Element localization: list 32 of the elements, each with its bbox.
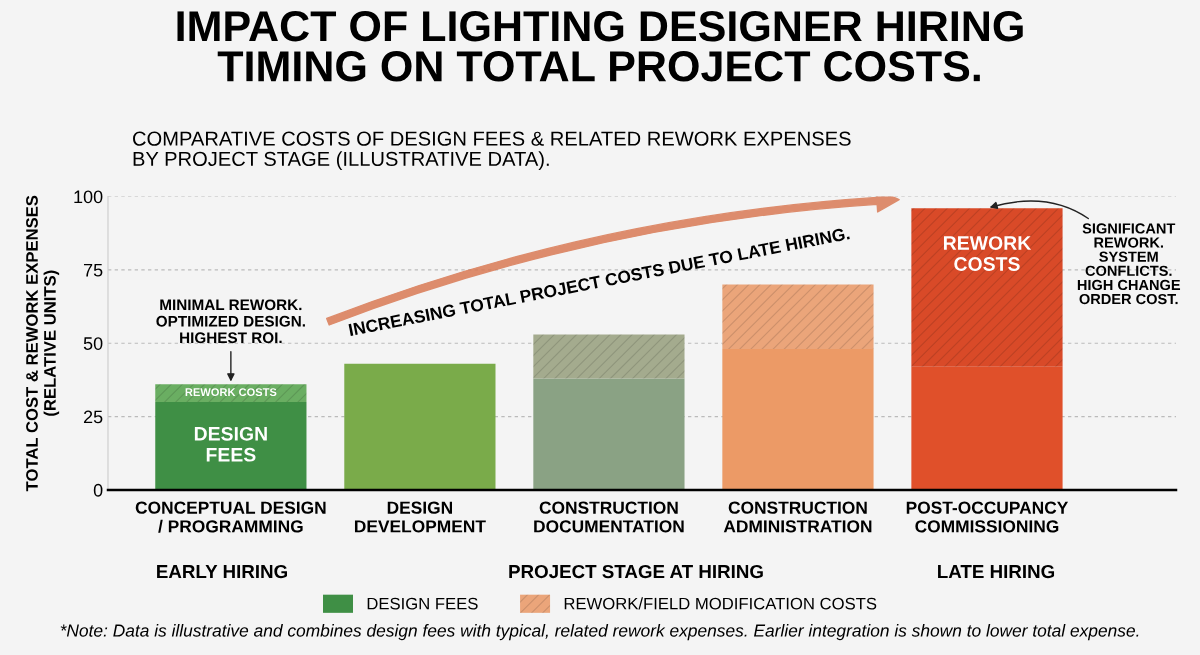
bar xyxy=(911,208,1063,367)
bar xyxy=(722,284,874,350)
x-tick-label: CONCEPTUAL DESIGN / PROGRAMMING xyxy=(135,501,326,533)
y-tick-label: 75 xyxy=(83,263,103,277)
annotation: MINIMAL REWORK. OPTIMIZED DESIGN. HIGHEST ROI. xyxy=(156,299,305,344)
x-tick-label: DESIGN DEVELOPMENT xyxy=(354,501,486,533)
y-tick-label: 25 xyxy=(83,410,103,424)
bar xyxy=(533,378,685,490)
text: EARLY HIRING xyxy=(157,564,288,579)
chart-subtitle: COMPARATIVE COSTS OF DESIGN FEES & RELATED REWORK EXPENSES BY PROJECT STAGE (ILLUSTRATIVE DATA). xyxy=(133,131,851,170)
x-tick-label: POST-OCCUPANCY COMMISSIONING xyxy=(906,501,1069,533)
annotation: REWORK COSTS xyxy=(943,236,1032,271)
y-tick-label: 0 xyxy=(93,483,103,497)
annotation: REWORK COSTS xyxy=(185,388,277,397)
bar xyxy=(533,334,685,379)
text: LATE HIRING xyxy=(938,564,1055,579)
x-tick-label: CONSTRUCTION DOCUMENTATION xyxy=(534,501,684,533)
annotation: DESIGN FEES xyxy=(194,426,267,462)
x-tick-label: CONSTRUCTION ADMINISTRATION xyxy=(723,501,872,533)
y-axis-title: TOTAL COST & REWORK EXPENSES (RELATIVE UNITS) xyxy=(26,195,60,492)
annotation: SIGNIFICANT REWORK. SYSTEM CONFLICTS. HIGH CHANGE ORDER COST. xyxy=(1077,223,1181,305)
bar xyxy=(344,363,496,490)
legend-label: DESIGN FEES xyxy=(367,597,478,610)
chart-title: IMPACT OF LIGHTING DESIGNER HIRING TIMING ON TOTAL PROJECT COSTS. xyxy=(177,10,1023,82)
text: *Note: Data is illustrative and combines design fees with typical, related rework expenses. Earlier integration is shown to lower total expense. xyxy=(60,623,1139,641)
bar xyxy=(911,366,1063,490)
y-tick-label: 50 xyxy=(83,337,103,350)
legend-label: REWORK/FIELD MODIFICATION COSTS xyxy=(564,597,877,610)
y-tick-label: 100 xyxy=(74,190,103,204)
bar xyxy=(155,401,307,490)
bar xyxy=(722,349,874,490)
x-axis-title: PROJECT STAGE AT HIRING xyxy=(509,564,763,579)
